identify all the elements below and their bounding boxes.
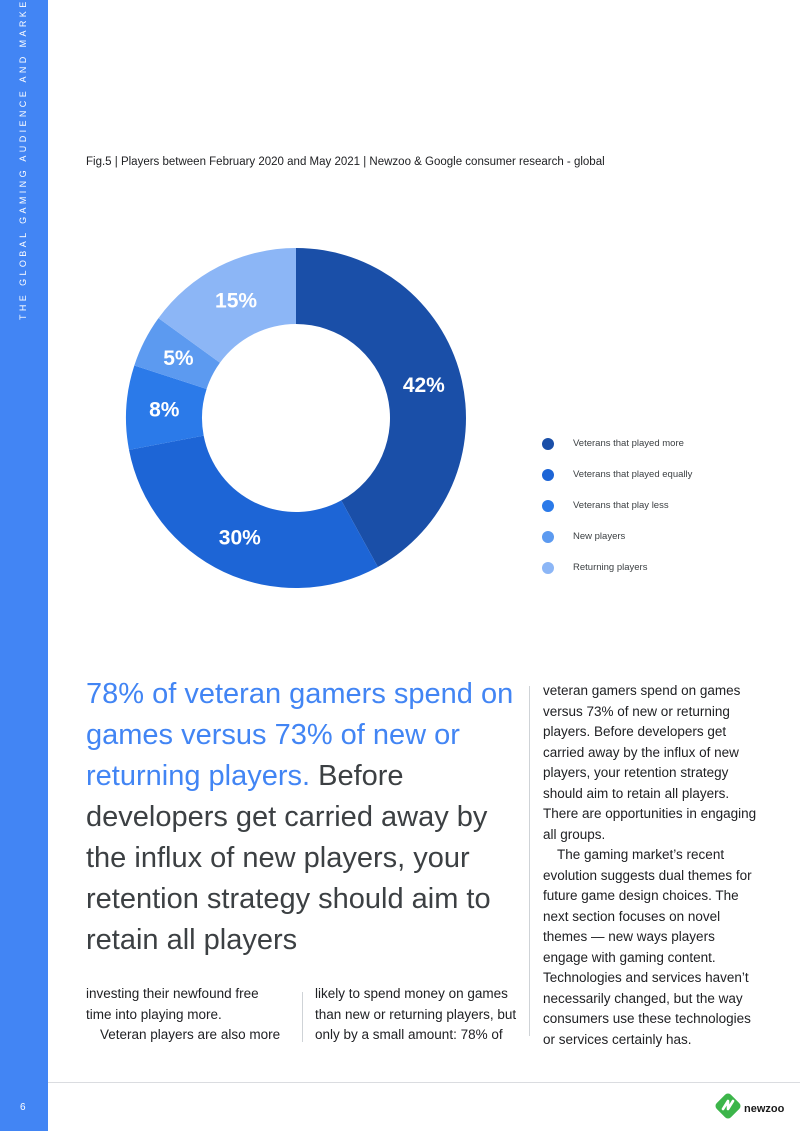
legend-swatch xyxy=(542,500,554,512)
figure-caption: Fig.5 | Players between February 2020 an… xyxy=(86,156,605,168)
legend-label: Returning players xyxy=(573,562,648,573)
body-column-3: veteran gamers spend on games versus 73%… xyxy=(543,681,761,1050)
body-paragraph: The gaming market’s recent evolution sug… xyxy=(543,847,752,1047)
slice-label: 15% xyxy=(215,289,257,312)
legend-label: Veterans that played more xyxy=(573,438,684,449)
column-divider xyxy=(302,992,303,1042)
donut-slice xyxy=(296,248,467,567)
body-paragraph: veteran gamers spend on games versus 73%… xyxy=(543,683,757,842)
donut-slice xyxy=(126,365,207,450)
body-column-2: likely to spend money on games than new … xyxy=(315,984,520,1046)
slice-label: 5% xyxy=(163,347,194,370)
legend-label: Veterans that played equally xyxy=(573,469,693,480)
pull-quote-rest: Before developers get carried away by th… xyxy=(86,760,491,956)
legend-label: Veterans that play less xyxy=(573,500,669,511)
pull-quote: 78% of veteran gamers spend on games ver… xyxy=(86,674,516,961)
donut-slice xyxy=(158,248,296,363)
legend-swatch xyxy=(542,438,554,450)
legend-swatch xyxy=(542,469,554,481)
legend-swatch xyxy=(542,531,554,543)
slice-label: 8% xyxy=(149,399,180,422)
body-paragraph: likely to spend money on games than new … xyxy=(315,986,517,1042)
legend-label: New players xyxy=(573,531,626,542)
body-column-1: investing their newfound free time into … xyxy=(86,984,286,1046)
donut-slice xyxy=(129,435,378,588)
newzoo-logo-icon xyxy=(715,1093,741,1119)
page-number: 6 xyxy=(20,1102,26,1113)
legend-swatch xyxy=(542,562,554,574)
slice-label: 30% xyxy=(219,526,261,549)
pull-quote-highlight: 78% of veteran gamers spend on games ver… xyxy=(86,678,514,792)
column-divider xyxy=(529,686,530,1036)
footer-rule xyxy=(48,1082,800,1083)
body-paragraph: investing their newfound free time into … xyxy=(86,986,259,1022)
slice-label: 42% xyxy=(403,374,445,397)
logo-text: newzoo xyxy=(744,1103,785,1115)
donut-slice xyxy=(134,318,220,389)
sidebar: THE GLOBAL GAMING AUDIENCE AND MARKET 6 xyxy=(0,0,48,1131)
body-paragraph: Veteran players are also more xyxy=(100,1027,281,1042)
running-header: THE GLOBAL GAMING AUDIENCE AND MARKET xyxy=(18,0,28,320)
donut-chart: 42% 30% 8% 5% 15% xyxy=(126,248,467,588)
